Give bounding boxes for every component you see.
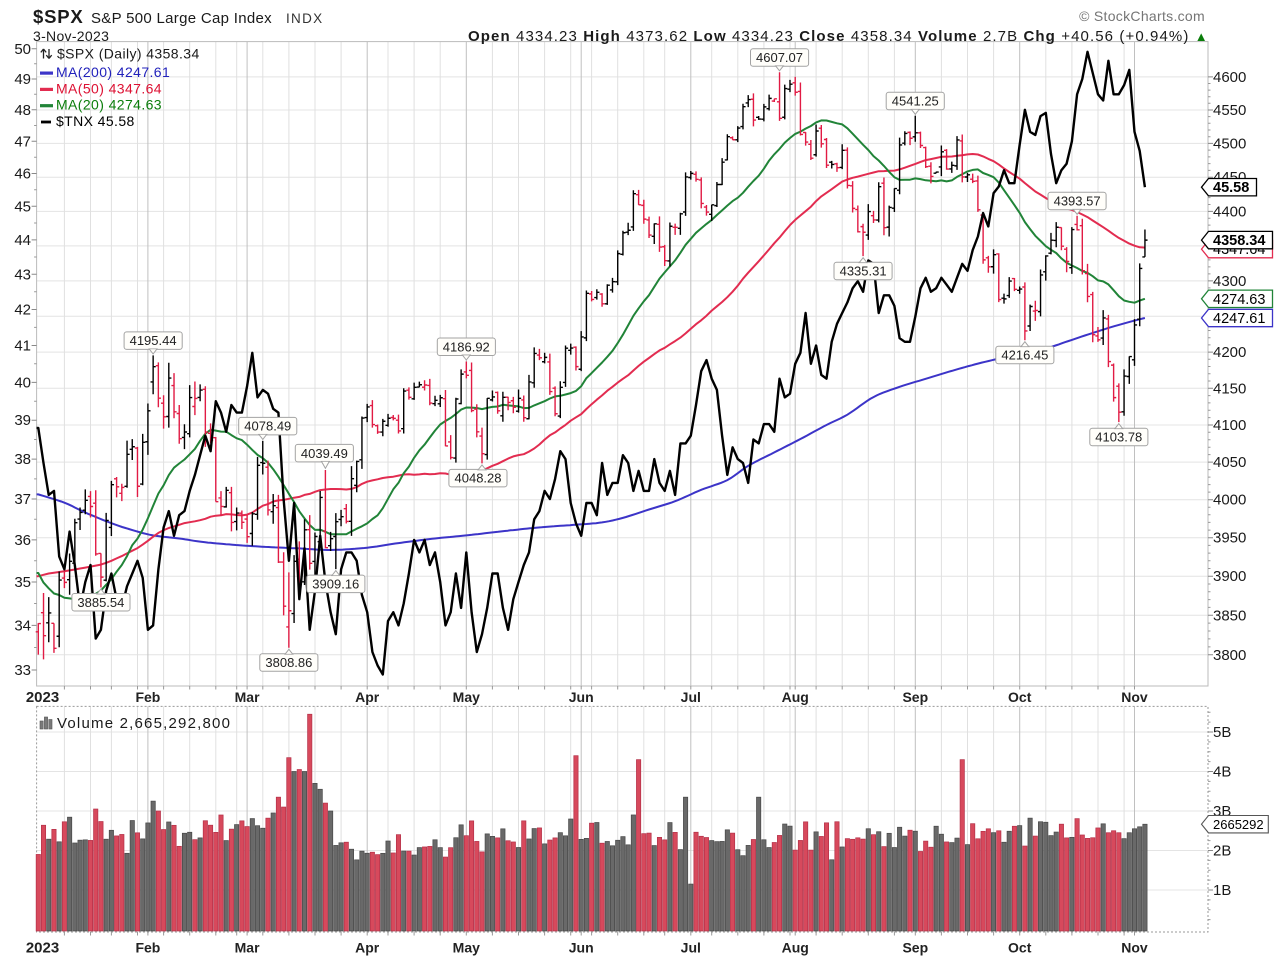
svg-text:3-Nov-2023: 3-Nov-2023 bbox=[33, 28, 109, 44]
svg-text:MA(50) 4347.64: MA(50) 4347.64 bbox=[56, 80, 162, 96]
svg-text:45: 45 bbox=[14, 198, 31, 215]
svg-text:41: 41 bbox=[14, 338, 31, 355]
svg-text:48: 48 bbox=[14, 102, 31, 119]
svg-text:38: 38 bbox=[14, 451, 31, 468]
svg-text:3950: 3950 bbox=[1213, 530, 1246, 547]
svg-text:45.58: 45.58 bbox=[1213, 180, 1249, 196]
svg-text:3808.86: 3808.86 bbox=[265, 655, 312, 670]
svg-text:Nov: Nov bbox=[1121, 940, 1148, 956]
svg-text:Sep: Sep bbox=[902, 940, 928, 956]
svg-text:33: 33 bbox=[14, 662, 31, 679]
svg-text:3800: 3800 bbox=[1213, 647, 1246, 664]
svg-text:$TNX 45.58: $TNX 45.58 bbox=[56, 113, 135, 129]
svg-text:4186.92: 4186.92 bbox=[443, 339, 490, 354]
svg-text:2023: 2023 bbox=[26, 940, 59, 957]
svg-text:Jun: Jun bbox=[569, 689, 594, 705]
svg-text:3850: 3850 bbox=[1213, 607, 1246, 624]
svg-text:42: 42 bbox=[14, 302, 31, 319]
svg-text:4195.44: 4195.44 bbox=[130, 333, 177, 348]
svg-text:Aug: Aug bbox=[782, 689, 809, 705]
svg-text:Open 4334.23 High 4373.62 Low: Open 4334.23 High 4373.62 Low 4334.23 Cl… bbox=[468, 28, 1209, 45]
svg-text:Apr: Apr bbox=[355, 940, 380, 956]
svg-text:2023: 2023 bbox=[26, 689, 59, 706]
svg-text:46: 46 bbox=[14, 166, 31, 183]
svg-text:Mar: Mar bbox=[235, 940, 260, 956]
svg-text:4200: 4200 bbox=[1213, 344, 1246, 361]
svg-text:5B: 5B bbox=[1213, 724, 1231, 741]
svg-text:S&P 500 Large Cap Index: S&P 500 Large Cap Index bbox=[91, 10, 272, 27]
svg-text:May: May bbox=[453, 940, 480, 956]
svg-text:Jul: Jul bbox=[681, 689, 701, 705]
svg-text:36: 36 bbox=[14, 532, 31, 549]
svg-text:4274.63: 4274.63 bbox=[1213, 292, 1265, 308]
svg-text:MA(20) 4274.63: MA(20) 4274.63 bbox=[56, 97, 162, 113]
svg-text:May: May bbox=[453, 689, 480, 705]
svg-text:44: 44 bbox=[14, 232, 31, 249]
svg-text:4B: 4B bbox=[1213, 764, 1231, 781]
svg-text:34: 34 bbox=[14, 617, 31, 634]
svg-text:39: 39 bbox=[14, 412, 31, 429]
svg-text:Apr: Apr bbox=[355, 689, 380, 705]
svg-text:4600: 4600 bbox=[1213, 69, 1246, 86]
svg-text:4000: 4000 bbox=[1213, 492, 1246, 509]
svg-text:4078.49: 4078.49 bbox=[244, 419, 291, 434]
svg-text:4358.34: 4358.34 bbox=[1213, 233, 1265, 249]
svg-text:4050: 4050 bbox=[1213, 454, 1246, 471]
svg-text:2665292: 2665292 bbox=[1213, 817, 1264, 832]
svg-text:2B: 2B bbox=[1213, 843, 1231, 860]
svg-text:Nov: Nov bbox=[1121, 689, 1148, 705]
svg-text:3909.16: 3909.16 bbox=[312, 577, 359, 592]
svg-text:47: 47 bbox=[14, 133, 31, 150]
svg-text:4550: 4550 bbox=[1213, 102, 1246, 119]
svg-text:4300: 4300 bbox=[1213, 273, 1246, 290]
svg-text:4393.57: 4393.57 bbox=[1054, 194, 1101, 209]
svg-text:49: 49 bbox=[14, 71, 31, 88]
svg-text:40: 40 bbox=[14, 374, 31, 391]
svg-text:4039.49: 4039.49 bbox=[301, 446, 348, 461]
svg-text:35: 35 bbox=[14, 574, 31, 591]
svg-text:3885.54: 3885.54 bbox=[77, 595, 124, 610]
svg-text:3900: 3900 bbox=[1213, 568, 1246, 585]
svg-text:4048.28: 4048.28 bbox=[455, 471, 502, 486]
svg-text:4400: 4400 bbox=[1213, 203, 1246, 220]
svg-text:Jun: Jun bbox=[569, 940, 594, 956]
svg-text:INDX: INDX bbox=[286, 11, 323, 26]
svg-text:Jul: Jul bbox=[681, 940, 701, 956]
svg-text:Feb: Feb bbox=[135, 689, 160, 705]
svg-text:Volume 2,665,292,800: Volume 2,665,292,800 bbox=[57, 715, 231, 732]
svg-text:4216.45: 4216.45 bbox=[1001, 348, 1048, 363]
svg-text:4100: 4100 bbox=[1213, 417, 1246, 434]
svg-text:MA(200) 4247.61: MA(200) 4247.61 bbox=[56, 64, 170, 80]
svg-text:1B: 1B bbox=[1213, 882, 1231, 899]
svg-text:4500: 4500 bbox=[1213, 135, 1246, 152]
svg-text:Feb: Feb bbox=[135, 940, 160, 956]
svg-text:4607.07: 4607.07 bbox=[756, 50, 803, 65]
svg-text:$SPX: $SPX bbox=[33, 6, 84, 27]
svg-text:Sep: Sep bbox=[902, 689, 928, 705]
svg-text:43: 43 bbox=[14, 266, 31, 283]
svg-text:4541.25: 4541.25 bbox=[892, 94, 939, 109]
svg-text:© StockCharts.com: © StockCharts.com bbox=[1079, 8, 1205, 24]
svg-text:Oct: Oct bbox=[1008, 689, 1032, 705]
svg-text:50: 50 bbox=[14, 41, 31, 58]
svg-text:Mar: Mar bbox=[235, 689, 260, 705]
svg-text:$SPX (Daily) 4358.34: $SPX (Daily) 4358.34 bbox=[57, 45, 200, 61]
svg-text:4247.61: 4247.61 bbox=[1213, 311, 1265, 327]
svg-text:Aug: Aug bbox=[782, 940, 809, 956]
svg-text:37: 37 bbox=[14, 491, 31, 508]
svg-text:4150: 4150 bbox=[1213, 380, 1246, 397]
svg-text:4103.78: 4103.78 bbox=[1095, 430, 1142, 445]
svg-text:Oct: Oct bbox=[1008, 940, 1032, 956]
svg-text:4335.31: 4335.31 bbox=[840, 264, 887, 279]
